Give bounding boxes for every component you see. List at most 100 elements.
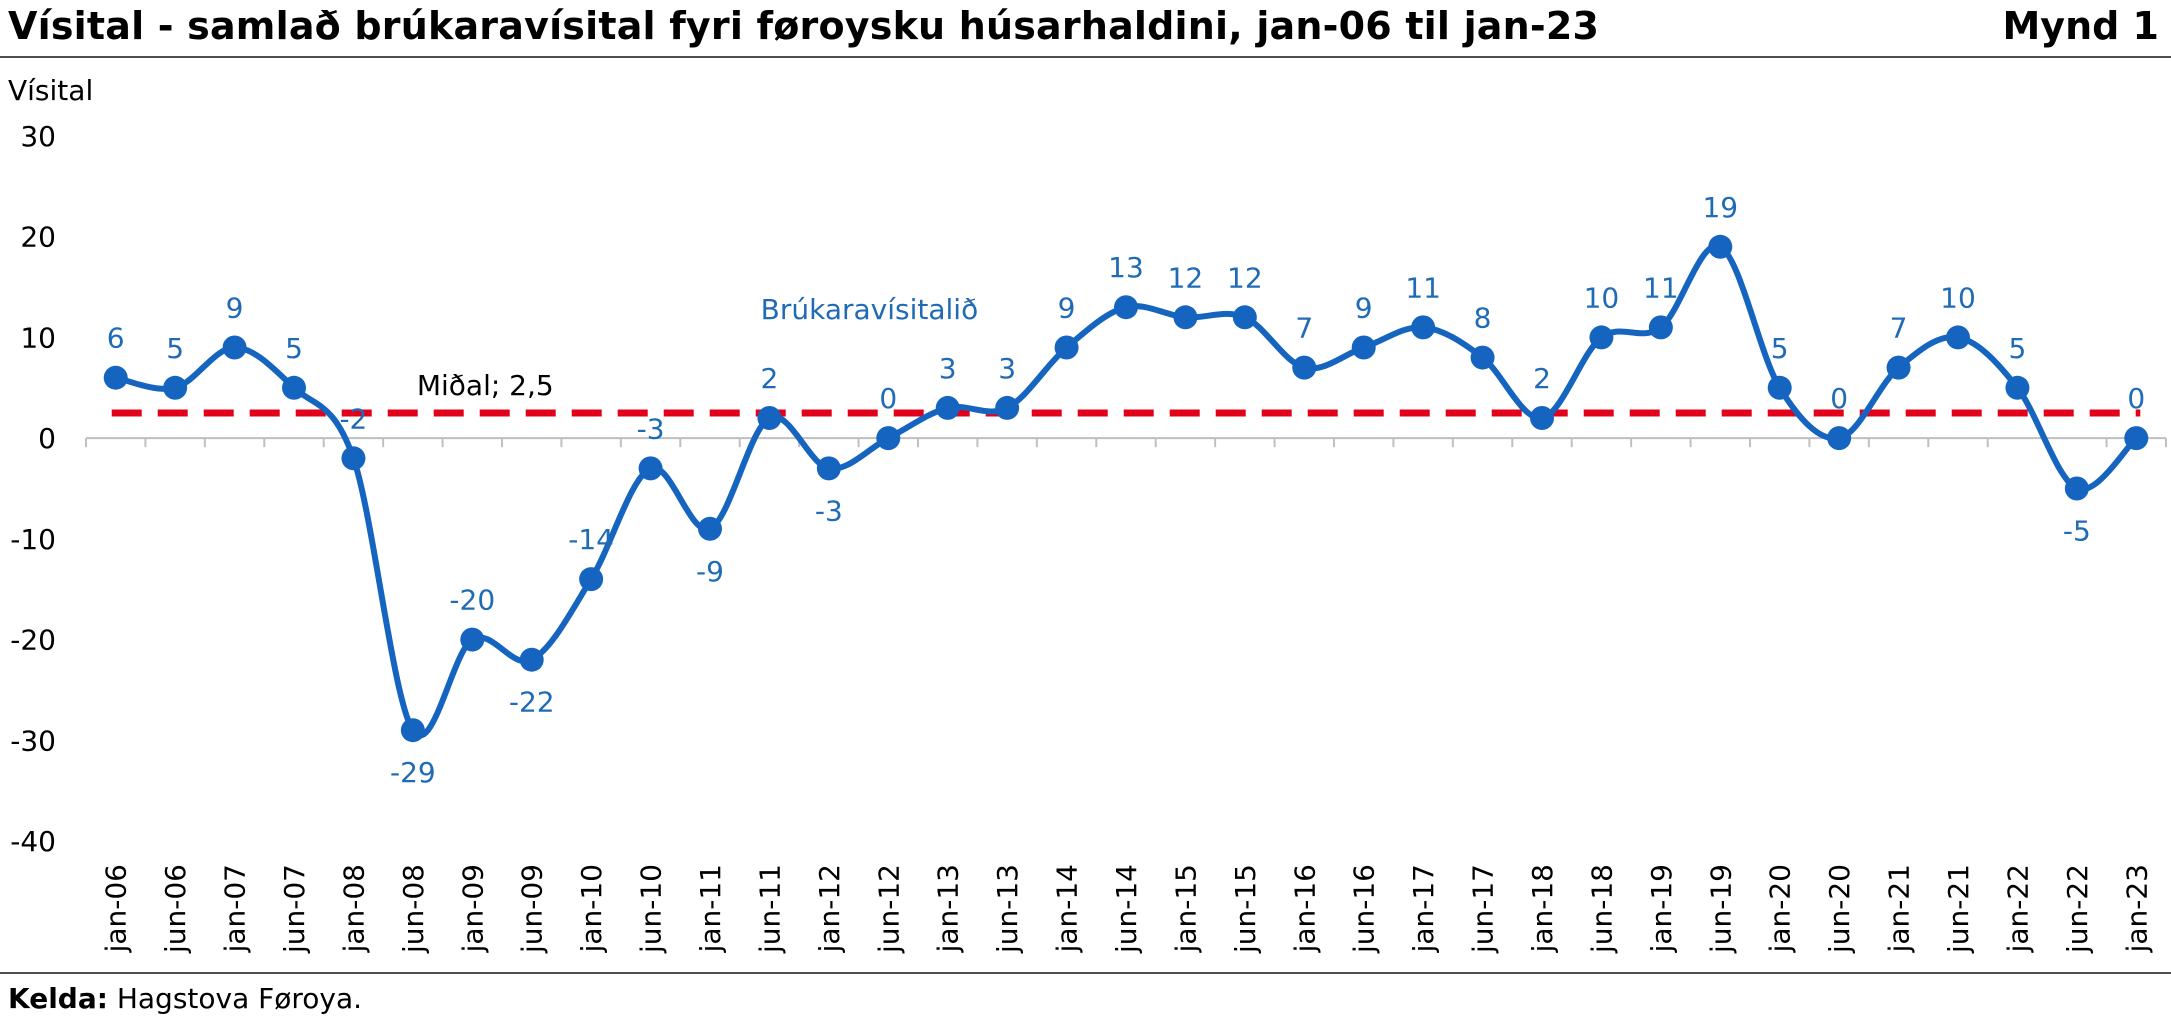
data-point-marker — [1886, 355, 1911, 380]
data-point-marker — [400, 718, 425, 743]
x-tick-label: jun-07 — [278, 864, 311, 954]
x-tick-label: jun-10 — [635, 864, 668, 954]
x-tick-label: jun-06 — [159, 864, 192, 954]
data-point-marker — [1470, 345, 1495, 370]
y-tick-label: 0 — [38, 422, 56, 455]
x-tick-label: jan-09 — [456, 864, 489, 953]
data-point-marker — [935, 395, 960, 420]
data-label: -29 — [390, 756, 436, 789]
data-point-marker — [163, 375, 188, 400]
data-label: 2 — [761, 362, 779, 395]
x-tick-label: jan-17 — [1407, 864, 1440, 953]
x-tick-label: jan-19 — [1645, 864, 1678, 953]
series-markers — [103, 234, 2149, 743]
x-tick-label: jan-16 — [1288, 864, 1321, 953]
data-label: 8 — [1474, 302, 1492, 335]
data-label: 9 — [1058, 292, 1076, 325]
data-point-marker — [1648, 315, 1673, 340]
data-label: -9 — [696, 555, 724, 588]
data-point-marker — [698, 516, 722, 541]
y-tick-label: -20 — [10, 624, 56, 657]
title-bar: Vísital - samlað brúkaravísital fyri før… — [0, 0, 2171, 58]
data-point-marker — [1946, 325, 1970, 350]
data-point-marker — [1292, 355, 1317, 380]
data-label: 5 — [166, 332, 184, 365]
data-label: 5 — [2009, 332, 2027, 365]
x-tick-label: jun-12 — [872, 864, 905, 954]
data-label: -22 — [509, 686, 555, 719]
x-tick-label: jan-06 — [100, 864, 133, 953]
data-point-marker — [103, 365, 128, 390]
data-point-marker — [579, 567, 604, 592]
x-axis-ticks — [85, 438, 2167, 448]
x-tick-label: jun-09 — [516, 864, 549, 954]
data-label: 0 — [879, 382, 897, 415]
data-point-marker — [222, 335, 247, 360]
series-name-label: Brúkaravísitalið — [761, 293, 979, 326]
x-tick-label: jan-07 — [219, 864, 252, 953]
data-label: 12 — [1227, 261, 1263, 294]
data-label: 5 — [285, 332, 303, 365]
data-label: 0 — [1830, 382, 1848, 415]
x-tick-label: jun-14 — [1110, 864, 1143, 954]
data-point-marker — [876, 426, 901, 451]
data-point-marker — [1054, 335, 1079, 360]
data-point-marker — [1232, 305, 1257, 330]
data-label: 0 — [2127, 382, 2145, 415]
data-label: 10 — [1584, 281, 1620, 314]
y-tick-label: -10 — [10, 523, 56, 556]
chart-title: Vísital - samlað brúkaravísital fyri før… — [8, 4, 1600, 48]
data-label: 11 — [1643, 271, 1679, 304]
x-tick-label: jan-11 — [694, 864, 727, 953]
data-label: 3 — [998, 352, 1016, 385]
data-point-marker — [519, 647, 544, 672]
data-label: 13 — [1108, 251, 1144, 284]
x-tick-label: jan-22 — [2001, 864, 2034, 953]
data-point-marker — [1173, 305, 1198, 330]
data-label: 7 — [1295, 312, 1313, 345]
x-tick-label: jun-16 — [1348, 864, 1381, 954]
footer: Kelda: Hagstova Føroya. — [0, 972, 2171, 1015]
data-label: 9 — [1355, 292, 1373, 325]
data-point-marker — [816, 456, 841, 481]
x-tick-label: jun-13 — [991, 864, 1024, 954]
data-label: 19 — [1702, 191, 1738, 224]
x-tick-label: jan-23 — [2120, 864, 2153, 953]
data-label: 6 — [107, 322, 125, 355]
data-point-marker — [460, 627, 485, 652]
x-axis-labels: jan-06 jun-06 jan-07 jun-07 jan-08 jun-08 jan-… — [100, 864, 2154, 954]
data-label: -14 — [568, 523, 614, 556]
y-tick-label: -40 — [10, 825, 56, 858]
source-text: Hagstova Føroya. — [107, 982, 363, 1015]
data-label: 5 — [1771, 332, 1789, 365]
data-label: 2 — [1533, 362, 1551, 395]
data-point-marker — [2005, 375, 2030, 400]
x-tick-label: jun-21 — [1942, 864, 1975, 954]
x-tick-label: jun-15 — [1229, 864, 1262, 954]
x-tick-label: jun-17 — [1467, 864, 1500, 954]
x-tick-label: jan-18 — [1526, 864, 1559, 953]
data-point-marker — [282, 375, 306, 400]
x-tick-label: jun-08 — [397, 864, 430, 954]
data-point-marker — [1114, 295, 1138, 320]
data-label: -3 — [637, 412, 665, 445]
data-point-marker — [1351, 335, 1376, 360]
y-axis-ticks: 30 20 10 0 -10 -20 -30 -40 — [10, 120, 56, 858]
y-tick-label: 20 — [20, 221, 56, 254]
data-label: -2 — [339, 402, 367, 435]
x-tick-label: jan-20 — [1764, 864, 1797, 953]
series-line — [115, 243, 2139, 739]
x-tick-label: jan-12 — [813, 864, 846, 953]
data-label: 7 — [1890, 312, 1908, 345]
data-point-marker — [1411, 315, 1436, 340]
x-tick-label: jan-10 — [575, 864, 608, 953]
data-point-marker — [1589, 325, 1614, 350]
x-tick-label: jan-15 — [1169, 864, 1202, 953]
y-axis-label: Vísital — [8, 74, 93, 107]
data-point-marker — [2124, 426, 2149, 451]
mean-reference-label: Miðal; 2,5 — [417, 369, 554, 402]
data-point-marker — [2064, 476, 2089, 501]
x-tick-label: jun-22 — [2061, 864, 2094, 954]
data-label: -3 — [815, 494, 843, 527]
data-label: 11 — [1405, 271, 1441, 304]
